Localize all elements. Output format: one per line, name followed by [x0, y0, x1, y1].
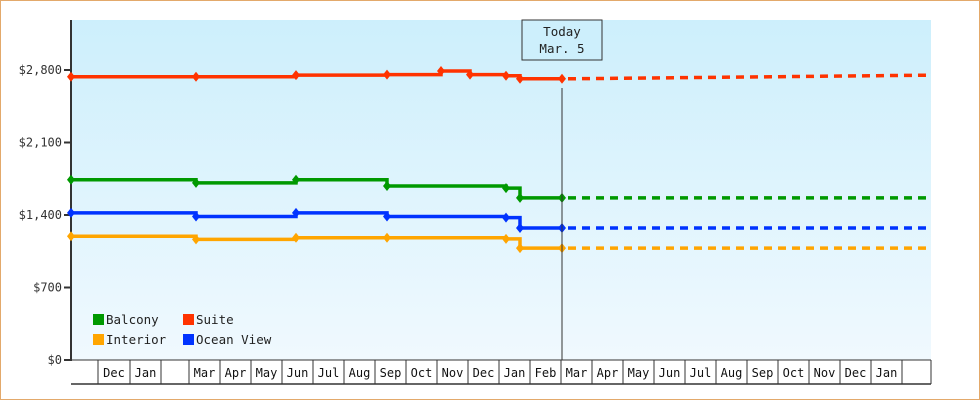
x-month-label: Dec: [845, 366, 867, 380]
plot-area: [71, 20, 931, 360]
y-tick-label: $2,100: [19, 136, 62, 150]
y-tick-label: $700: [33, 281, 62, 295]
x-month-label: Sep: [752, 366, 774, 380]
today-marker: Today Mar. 5: [521, 19, 603, 360]
legend-swatch-icon: [183, 334, 194, 345]
x-month-label: Aug: [721, 366, 743, 380]
x-month-label: Mar: [194, 366, 216, 380]
legend: Balcony Suite Interior Ocean View: [93, 312, 272, 347]
x-month-label: Jan: [876, 366, 898, 380]
x-month-label: Feb: [535, 366, 557, 380]
y-tick-label: $1,400: [19, 208, 62, 222]
x-month-label: Nov: [442, 366, 464, 380]
legend-label: Balcony: [106, 312, 159, 327]
x-month-label: Jun: [287, 366, 309, 380]
x-month-label: May: [628, 366, 650, 380]
x-month-label: Oct: [783, 366, 805, 380]
x-month-label: Jan: [504, 366, 526, 380]
legend-item-suite[interactable]: Suite: [183, 312, 234, 327]
x-month-label: Oct: [411, 366, 433, 380]
series-suite: [67, 66, 929, 84]
legend-item-balcony[interactable]: Balcony: [93, 312, 159, 327]
legend-swatch-icon: [93, 314, 104, 325]
x-month-label: May: [256, 366, 278, 380]
legend-swatch-icon: [93, 334, 104, 345]
today-label: Today: [543, 24, 581, 39]
x-month-label: Nov: [814, 366, 836, 380]
x-month-label: Jun: [659, 366, 681, 380]
today-date: Mar. 5: [539, 41, 584, 56]
y-tick-label: $2,800: [19, 63, 62, 77]
x-month-label: Dec: [103, 366, 125, 380]
x-axis: Dec Jan Mar Apr May Jun Jul Aug Sep Oct Nov Dec Jan F…: [71, 359, 932, 385]
legend-item-interior[interactable]: Interior: [93, 332, 167, 347]
legend-label: Suite: [196, 312, 234, 327]
x-month-label: Jan: [135, 366, 157, 380]
y-axis: $0 $700 $1,400 $2,100 $2,800: [19, 20, 72, 367]
legend-label: Ocean View: [196, 332, 272, 347]
y-tick-label: $0: [48, 353, 62, 367]
legend-item-ocean-view[interactable]: Ocean View: [183, 332, 272, 347]
legend-swatch-icon: [183, 314, 194, 325]
x-month-label: Dec: [473, 366, 495, 380]
x-month-label: Aug: [349, 366, 371, 380]
legend-label: Interior: [106, 332, 167, 347]
x-month-label: Jul: [318, 366, 340, 380]
x-month-label: Jul: [690, 366, 712, 380]
x-month-label: Sep: [380, 366, 402, 380]
series-ocean-view: [67, 207, 928, 233]
x-month-label: Apr: [225, 366, 247, 380]
x-month-label: Mar: [566, 366, 588, 380]
x-month-label: Apr: [597, 366, 619, 380]
series-layer: [67, 66, 929, 254]
